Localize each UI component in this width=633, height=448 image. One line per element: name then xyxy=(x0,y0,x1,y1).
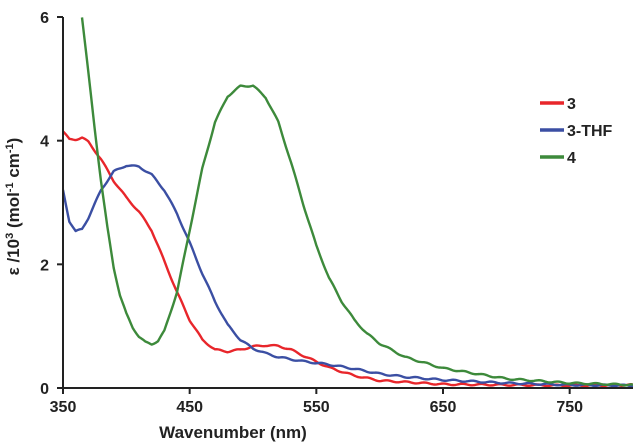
y-tick-label: 4 xyxy=(40,134,49,151)
y-axis-label-part: 3 xyxy=(4,233,16,239)
series-line-4 xyxy=(80,17,633,387)
y-axis-label-part: -1 xyxy=(4,182,16,192)
y-axis-label-part: ε /10 xyxy=(4,239,23,275)
x-tick-label: 450 xyxy=(176,399,203,416)
y-axis-label-part: ) xyxy=(4,138,23,144)
y-tick-label: 2 xyxy=(40,257,49,274)
x-tick-label: 650 xyxy=(430,399,457,416)
y-axis-label-part: (mol xyxy=(4,192,23,233)
legend-label-3-thf: 3-THF xyxy=(567,123,613,140)
y-axis-label: ε /103 (mol-1 cm-1) xyxy=(4,138,23,276)
x-tick-label: 550 xyxy=(303,399,330,416)
series-line-3-thf xyxy=(63,164,633,388)
x-axis-label: Wavenumber (nm) xyxy=(159,423,307,442)
x-tick-label: 750 xyxy=(556,399,583,416)
y-axis-label-part: -1 xyxy=(4,143,16,153)
y-tick-label: 6 xyxy=(40,10,49,27)
y-axis-label-part: cm xyxy=(4,153,23,182)
legend-label-4: 4 xyxy=(567,150,576,167)
x-tick-label: 350 xyxy=(50,399,77,416)
series-line-3 xyxy=(63,130,633,388)
y-tick-label: 0 xyxy=(40,381,49,398)
legend-label-3: 3 xyxy=(567,96,576,113)
